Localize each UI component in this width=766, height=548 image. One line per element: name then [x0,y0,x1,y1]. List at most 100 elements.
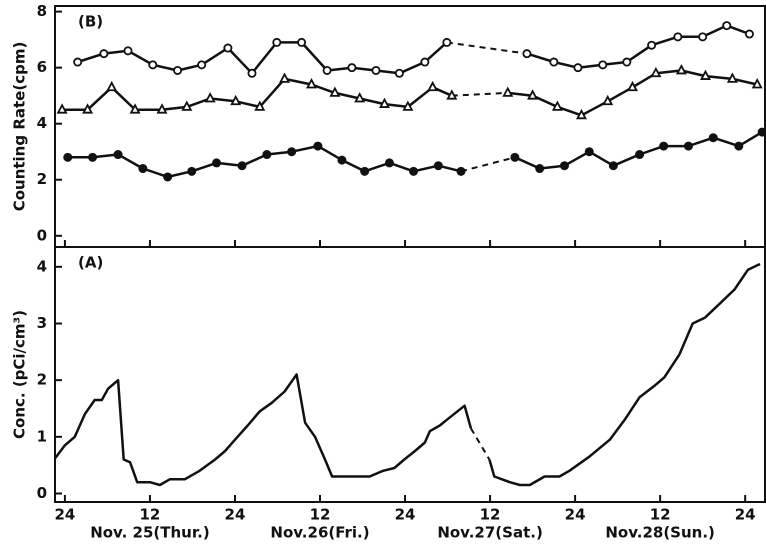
triangle-marker [675,64,687,75]
y-tick-label: 1 [37,427,47,445]
day-label: Nov.27(Sat.) [437,524,543,542]
filled-marker [635,150,645,160]
panel-label: (A) [78,254,103,272]
x-tick-label: 24 [54,506,75,524]
x-tick-label: 24 [565,506,586,524]
x-tick-label: 12 [310,506,331,524]
circle-marker [322,65,332,75]
circle-marker [148,60,158,70]
filled-marker [237,161,247,171]
triangle-marker [726,72,738,83]
filled-marker [456,166,466,176]
x-tick-label: 24 [395,506,416,524]
circle-marker [722,21,732,31]
triangle-marker [402,100,414,111]
circle-marker [647,40,657,50]
x-tick-label: 12 [480,506,501,524]
y-tick-label: 6 [37,58,47,76]
circle-marker [73,57,83,67]
panel-label: (B) [78,13,103,31]
filled-marker [313,141,323,151]
day-label: Nov.26(Fri.) [270,524,369,542]
filled-marker [337,155,347,165]
circle-marker [173,65,183,75]
circle-marker [744,29,754,39]
triangle-marker [527,89,539,100]
triangle-marker [181,100,193,111]
filled-marker [187,166,197,176]
triangle-marker [129,103,141,114]
circle-marker [223,43,233,53]
triangle-marker [551,100,563,111]
circle-marker [549,57,559,67]
triangle-marker [502,86,514,97]
filled-marker [708,133,718,143]
triangle-marker [230,94,242,106]
triangle-marker [204,92,216,103]
circle-marker [347,63,357,73]
data-line [54,262,761,487]
circle-marker [272,37,282,47]
triangle-marker [650,66,662,78]
triangle-marker [306,78,318,89]
filled-marker [510,152,520,162]
y-tick-label: 2 [37,371,47,389]
gap-connector [460,156,516,173]
triangle-marker [82,103,94,114]
y-tick-label: 0 [37,226,47,244]
filled-marker [757,127,766,137]
filled-marker [113,150,123,160]
y-tick-label: 4 [37,114,47,132]
y-axis-label: Conc. (pCi/cm³) [11,310,29,439]
circle-marker [371,65,381,75]
gap-connector [470,427,491,461]
x-tick-label: 12 [650,506,671,524]
filled-marker [138,164,148,174]
day-label: Nov. 25(Thur.) [90,524,209,542]
circle-marker [247,68,257,78]
filled-marker [535,164,545,174]
triangle-marker [354,92,366,103]
data-line [77,24,750,75]
panel-a-frame [54,246,766,503]
triangle-marker [106,80,118,92]
circle-marker [673,32,683,42]
circle-marker [99,49,109,59]
filled-marker [659,141,669,151]
circle-marker [698,32,708,42]
gap-connector [451,91,508,97]
y-tick-label: 8 [37,2,47,20]
filled-marker [262,150,272,160]
triangle-marker [751,78,763,89]
filled-marker [287,147,297,157]
circle-marker [394,68,404,78]
circle-marker [598,60,608,70]
filled-marker [384,158,394,168]
filled-marker [88,152,98,162]
day-label: Nov.28(Sun.) [605,524,715,542]
filled-marker [683,141,693,151]
triangle-marker [446,89,458,100]
gap-connector [446,41,528,55]
y-axis-label: Counting Rate(cpm) [11,42,29,212]
triangle-marker [56,103,68,114]
filled-marker [608,161,618,171]
circle-marker [522,49,532,59]
y-tick-label: 3 [37,314,47,332]
filled-marker [734,141,744,151]
triangle-marker [699,69,711,80]
circle-marker [197,60,207,70]
triangle-marker [156,103,168,114]
triangle-marker [279,72,291,83]
filled-marker [584,147,594,157]
circle-marker [123,46,133,56]
y-tick-label: 2 [37,170,47,188]
circle-marker [573,63,583,73]
circle-marker [442,37,452,47]
x-tick-label: 24 [735,506,756,524]
filled-marker [409,166,419,176]
triangle-marker [626,80,638,92]
filled-marker [360,166,370,176]
triangle-marker [427,80,439,92]
